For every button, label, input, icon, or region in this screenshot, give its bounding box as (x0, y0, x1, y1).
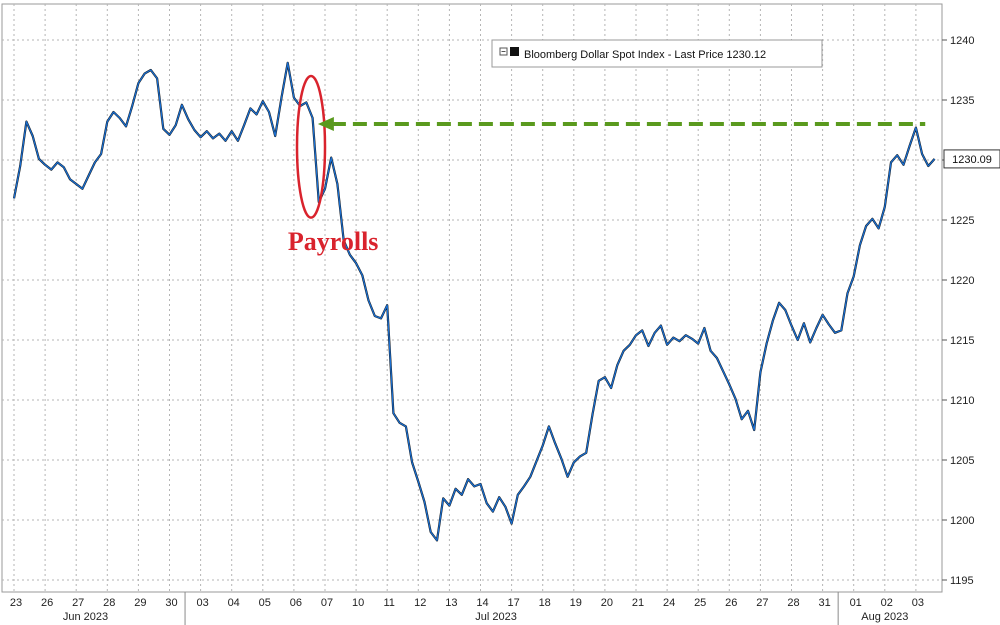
last-price-tag (943, 149, 1000, 169)
plot-frame (1, 3, 943, 593)
x-tick-label: 14 (476, 597, 488, 609)
payrolls-annotation-label: Payrolls (288, 227, 379, 256)
y-tick-label: 1240 (950, 35, 974, 47)
x-tick-label: 24 (663, 597, 675, 609)
x-tick-label: 23 (10, 597, 22, 609)
series-layer (12, 61, 936, 542)
comparison-arrow-head (317, 117, 334, 131)
x-tick-label: 01 (850, 597, 862, 609)
x-tick-label: 03 (912, 597, 924, 609)
legend-box (491, 39, 823, 68)
y-tick-label: 1220 (950, 275, 974, 287)
payrolls-highlight-ellipse (295, 74, 327, 219)
x-tick-label: 11 (383, 597, 394, 609)
x-tick-label: 06 (290, 597, 302, 609)
x-tick-label: 02 (881, 597, 893, 609)
x-tick-label: 28 (787, 597, 799, 609)
month-label: Aug 2023 (861, 611, 908, 623)
price-series-line (13, 62, 936, 542)
x-tick-label: 26 (725, 597, 737, 609)
x-tick-label: 28 (103, 597, 115, 609)
x-tick-label: 18 (539, 597, 551, 609)
annotation-layer: Payrolls (288, 74, 926, 256)
x-tick-label: 31 (818, 597, 830, 609)
y-tick-label: 1225 (950, 215, 974, 227)
month-label: Jun 2023 (63, 611, 108, 623)
x-tick-label: 13 (445, 597, 457, 609)
x-tick-label: 27 (756, 597, 768, 609)
month-label: Jul 2023 (475, 611, 517, 623)
x-tick-label: 17 (507, 597, 519, 609)
x-tick-label: 20 (601, 597, 613, 609)
last-price-tag-label: 1230.09 (952, 154, 992, 166)
x-tick-label: 07 (321, 597, 333, 609)
y-tick-label: 1215 (950, 335, 974, 347)
x-tick-label: 29 (134, 597, 146, 609)
axis-layer: 1195120012051210121512201225123012351240… (10, 35, 1000, 625)
legend: Bloomberg Dollar Spot Index - Last Price… (491, 39, 823, 68)
x-tick-label: 30 (165, 597, 177, 609)
x-tick-label: 04 (228, 597, 240, 609)
x-tick-label: 25 (694, 597, 706, 609)
y-tick-label: 1200 (950, 515, 974, 527)
legend-label: Bloomberg Dollar Spot Index - Last Price… (524, 49, 766, 61)
grid-layer (1, 3, 943, 593)
y-tick-label: 1210 (950, 395, 974, 407)
x-tick-label: 26 (41, 597, 53, 609)
x-tick-label: 10 (352, 597, 364, 609)
y-tick-label: 1235 (950, 95, 974, 107)
x-tick-label: 19 (570, 597, 582, 609)
x-tick-label: 27 (72, 597, 84, 609)
x-tick-label: 03 (196, 597, 208, 609)
legend-series-swatch (510, 47, 519, 56)
x-tick-label: 12 (414, 597, 426, 609)
y-tick-label: 1205 (950, 455, 974, 467)
x-tick-label: 21 (632, 597, 644, 609)
x-tick-label: 05 (259, 597, 271, 609)
y-tick-label: 1195 (950, 575, 974, 587)
